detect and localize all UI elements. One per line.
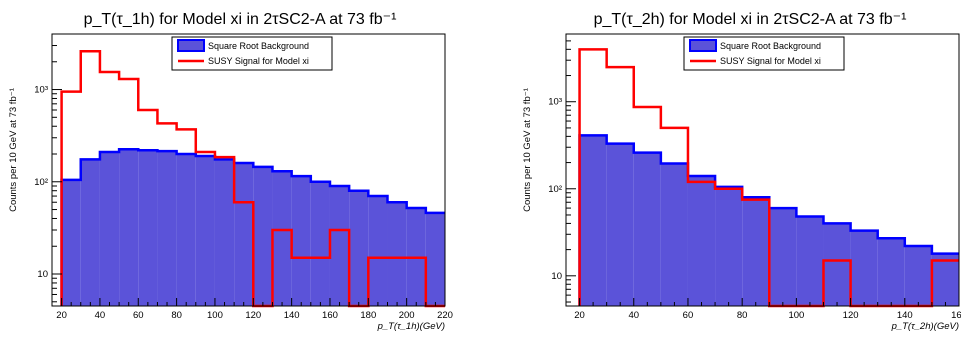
background-bar <box>291 176 311 306</box>
background-bar <box>387 202 407 306</box>
x-axis-label: p_T(τ_1h)(GeV) <box>377 321 445 332</box>
x-axis-label: p_T(τ_2h)(GeV) <box>891 321 959 332</box>
legend-label-background: Square Root Background <box>720 41 821 51</box>
background-bar <box>99 152 120 306</box>
background-bar <box>742 197 770 306</box>
y-axis-label: Counts per 10 GeV at 73 fb⁻¹ <box>522 88 533 212</box>
chart-title: p_T(τ_2h) for Model xi in 2τSC2-A at 73 … <box>594 11 907 28</box>
y-axis-label: Counts per 10 GeV at 73 fb⁻¹ <box>8 88 19 212</box>
plot-frame <box>51 33 446 307</box>
x-tick-label: 20 <box>56 310 67 321</box>
background-bar <box>157 151 177 306</box>
plot-frame <box>565 33 960 307</box>
y-tick-label: 10³ <box>548 97 562 108</box>
chart-pt-tau2h: 20 40 60 80 100 120 140 160 10 10² 10³ p_T(τ_2h) fo… <box>522 11 961 332</box>
background-bar <box>138 150 158 306</box>
x-tick-label: 60 <box>683 310 694 321</box>
background-bar <box>329 185 350 306</box>
background-bar <box>931 253 959 306</box>
background-bar <box>823 223 851 306</box>
x-tick-label: 160 <box>951 310 961 321</box>
y-tick-label: 10² <box>548 184 562 195</box>
background-bar <box>715 186 743 306</box>
background-bar <box>796 216 824 306</box>
y-tick-label: 10³ <box>34 85 48 96</box>
x-tick-label: 80 <box>737 310 748 321</box>
x-tick-label: 60 <box>133 310 144 321</box>
background-bar <box>904 246 932 306</box>
background-bar <box>579 135 607 306</box>
background-bar <box>310 181 330 306</box>
chart-pt-tau1h: 20 40 60 80 100 120 140 160 180 200 220 10 10² 10³ p_T… <box>8 11 453 332</box>
y-tick-label: 10 <box>551 271 562 282</box>
background-bar <box>119 149 139 306</box>
background-bar <box>368 196 388 306</box>
background-bar <box>633 152 661 306</box>
background-bar <box>660 163 688 306</box>
background-outline <box>60 148 445 306</box>
background-bar <box>176 154 196 306</box>
legend-label-signal: SUSY Signal for Model xi <box>720 56 821 66</box>
x-tick-label: 80 <box>171 310 182 321</box>
chart-title: p_T(τ_1h) for Model xi in 2τSC2-A at 73 … <box>84 11 397 28</box>
background-bar <box>272 171 292 306</box>
background-bar <box>234 162 254 306</box>
x-tick-label: 20 <box>574 310 585 321</box>
legend-label-signal: SUSY Signal for Model xi <box>208 56 309 66</box>
x-tick-label: 40 <box>95 310 106 321</box>
x-tick-label: 160 <box>322 310 338 321</box>
x-tick-label: 100 <box>788 310 804 321</box>
x-tick-label: 120 <box>245 310 261 321</box>
y-tick-label: 10² <box>34 177 48 188</box>
background-bar <box>877 238 905 306</box>
background-bar <box>195 156 215 306</box>
background-bar <box>253 166 273 306</box>
background-outline <box>578 134 959 306</box>
background-bar <box>80 159 100 306</box>
background-bar <box>850 230 878 306</box>
background-bar <box>214 159 235 306</box>
background-bar <box>769 208 797 306</box>
background-bar <box>687 176 716 306</box>
x-tick-label: 100 <box>207 310 223 321</box>
x-tick-label: 120 <box>843 310 859 321</box>
x-tick-label: 140 <box>284 310 300 321</box>
background-bar <box>349 190 369 306</box>
background-bar <box>61 179 81 306</box>
legend-swatch-background <box>689 39 717 52</box>
background-bar <box>425 212 445 306</box>
x-tick-label: 40 <box>628 310 639 321</box>
x-tick-label: 200 <box>399 310 415 321</box>
legend-label-background: Square Root Background <box>208 41 309 51</box>
x-tick-label: 180 <box>360 310 376 321</box>
x-tick-label: 140 <box>897 310 913 321</box>
y-tick-label: 10 <box>37 269 48 280</box>
background-bar <box>606 143 634 306</box>
legend-swatch-background <box>177 39 205 52</box>
x-tick-label: 220 <box>437 310 453 321</box>
